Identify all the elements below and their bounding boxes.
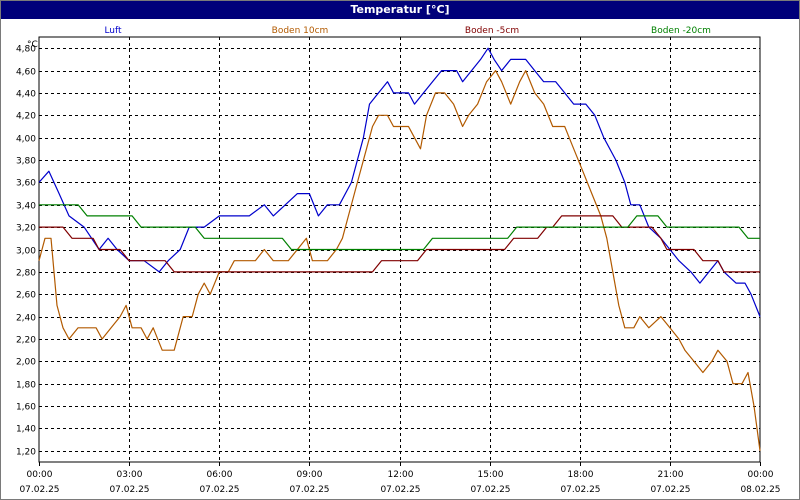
x-tick-time-label: 21:00: [658, 470, 684, 480]
plot-border: [38, 36, 761, 463]
legend-entry-3: Boden -5cm: [465, 26, 519, 36]
x-tick-date-label: 07.02.25: [380, 485, 420, 495]
x-tick-time-label: 09:00: [297, 470, 323, 480]
y-tick-label: 1,40: [16, 425, 36, 435]
y-tick-label: 1,20: [16, 448, 36, 458]
y-tick-label: 1,80: [16, 381, 36, 391]
series-line-1: [38, 47, 761, 317]
legend: Luft Boden 10cm Boden -5cm Boden -20cm: [104, 26, 711, 36]
series-line-3: [39, 215, 760, 273]
y-tick-label: 2,60: [16, 291, 36, 301]
y-tick-label: 2,00: [16, 358, 36, 368]
y-tick-label: 3,60: [16, 179, 36, 189]
x-tick-date-label: 07.02.25: [560, 485, 600, 495]
legend-entry-2: Boden 10cm: [272, 26, 329, 36]
x-tick-time-label: 03:00: [117, 470, 143, 480]
y-tick-label: 4,80: [16, 45, 36, 55]
y-axis: 4,80 4,60 4,40 4,20 4,00 3,80 3,60 3,40 3,20 3,00…: [16, 45, 36, 458]
y-tick-label: 4,60: [16, 68, 36, 78]
y-tick-label: 3,00: [16, 247, 36, 257]
series-line-2: [38, 69, 761, 451]
series-line-4: [39, 204, 760, 251]
x-tick-time-label: 15:00: [478, 470, 504, 480]
x-tick-time-label: 00:00: [27, 470, 53, 480]
y-tick-label: 4,20: [16, 112, 36, 122]
x-tick-time-label: 06:00: [207, 470, 233, 480]
x-tick-time-label: 00:00: [748, 470, 774, 480]
legend-entry-1: Luft: [104, 26, 122, 36]
x-tick-date-label: 07.02.25: [19, 485, 59, 495]
x-tick-date-label: 07.02.25: [199, 485, 239, 495]
y-tick-label: 3,40: [16, 202, 36, 212]
y-tick-label: 2,20: [16, 336, 36, 346]
x-tick-time-label: 12:00: [388, 470, 414, 480]
y-tick-label: 1,60: [16, 403, 36, 413]
x-axis: 00:00 07.02.25 03:00 07.02.25 06:00 07.02.25 0…: [19, 462, 781, 495]
y-tick-label: 4,40: [16, 90, 36, 100]
y-axis-label: °C: [27, 40, 38, 50]
x-tick-time-label: 18:00: [568, 470, 594, 480]
x-tick-date-label: 07.02.25: [109, 485, 149, 495]
x-tick-date-label: 07.02.25: [470, 485, 510, 495]
y-tick-label: 3,20: [16, 224, 36, 234]
legend-entry-4: Boden -20cm: [651, 26, 711, 36]
chart-title: Temperatur [°C]: [1, 1, 799, 19]
y-tick-label: 2,40: [16, 314, 36, 324]
y-tick-label: 4,00: [16, 135, 36, 145]
y-tick-label: 2,80: [16, 269, 36, 279]
x-tick-date-label: 08.02.25: [740, 485, 780, 495]
series-group: [38, 47, 761, 451]
x-tick-date-label: 07.02.25: [650, 485, 690, 495]
y-tick-label: 3,80: [16, 157, 36, 167]
x-tick-date-label: 07.02.25: [289, 485, 329, 495]
